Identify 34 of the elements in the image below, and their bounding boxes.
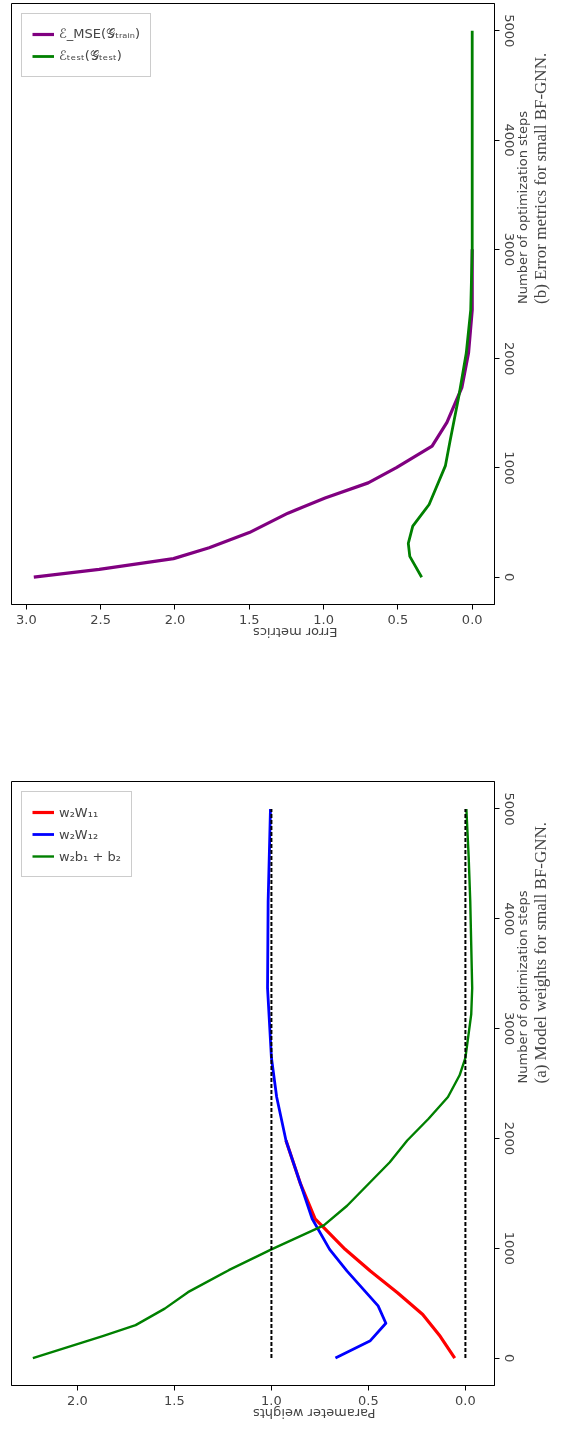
legend-label: w₂W₁₂: [59, 826, 99, 842]
x-tick-label: 0.0: [461, 611, 483, 627]
y-tick-label: 0: [501, 573, 517, 582]
x-tick-label: 3.0: [16, 611, 37, 627]
legend-label: ℰₜₑₛₜ(𝒢ₜₑₛₜ): [59, 48, 122, 64]
y-tick-label: 2000: [501, 342, 517, 376]
y-tick-label: 2000: [501, 1121, 517, 1155]
y-tick-label: 4000: [501, 123, 517, 157]
x-tick-label: 2.0: [67, 1392, 88, 1408]
y-tick-label: 1000: [501, 451, 517, 485]
legend-label: ℰ_MSE(𝒢ₜᵣₐᵢₙ): [59, 26, 140, 42]
x-axis-title: Error metrics: [252, 625, 338, 640]
y-tick-label: 0: [501, 1353, 517, 1363]
x-tick-label: 1.5: [164, 1392, 185, 1408]
y-tick-label: 1000: [501, 1231, 517, 1265]
y-axis-title: Number of optimization steps: [515, 110, 530, 304]
x-tick-label: 0.0: [455, 1392, 476, 1408]
x-tick-label: 0.5: [358, 1392, 379, 1408]
y-axis-title: Number of optimization steps: [515, 890, 530, 1084]
y-tick-label: 3000: [501, 1012, 517, 1046]
text: (b) Error metrics for small BF-GNN.: [531, 52, 550, 304]
x-tick-label: 2.5: [90, 611, 112, 627]
x-tick-label: 1.0: [313, 611, 334, 627]
legend-label: w₂b₁ + b₂: [59, 848, 121, 864]
y-tick-label: 3000: [501, 232, 517, 266]
legend-label: w₂W₁₁: [59, 804, 99, 820]
x-tick-label: 2.0: [164, 611, 186, 627]
x-tick-label: 1.5: [238, 611, 260, 627]
x-axis-title: Parameter weights: [252, 1406, 376, 1421]
text: (a) Model weights for small BF-GNN.: [531, 821, 550, 1084]
x-tick-label: 0.5: [387, 611, 409, 627]
y-tick-label: 5000: [501, 792, 517, 826]
y-tick-label: 5000: [501, 14, 517, 48]
y-tick-label: 4000: [501, 902, 517, 936]
